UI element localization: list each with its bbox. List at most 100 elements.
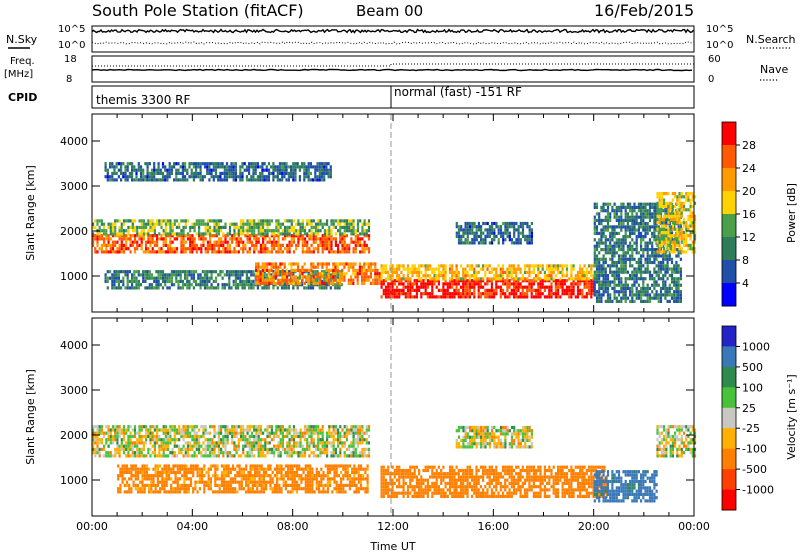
velocity-data-cell xyxy=(255,434,258,439)
power-data-cell xyxy=(393,267,396,271)
power-data-cell xyxy=(543,285,546,289)
power-data-cell xyxy=(663,250,666,254)
power-data-cell xyxy=(171,250,174,254)
power-data-cell xyxy=(241,162,244,166)
power-data-cell xyxy=(495,279,498,283)
power-data-cell xyxy=(199,286,202,290)
power-data-cell xyxy=(151,247,154,251)
power-data-cell xyxy=(576,282,580,286)
velocity-data-cell xyxy=(107,451,110,455)
power-data-cell xyxy=(648,228,652,232)
velocity-data-cell xyxy=(133,425,137,429)
power-data-cell xyxy=(642,212,645,216)
power-data-cell xyxy=(658,204,661,209)
power-data-cell xyxy=(294,168,297,172)
power-data-cell xyxy=(144,175,147,179)
power-data-cell xyxy=(611,238,614,242)
power-data-cell xyxy=(675,290,678,294)
power-data-cell xyxy=(460,238,463,242)
power-data-cell xyxy=(455,285,458,289)
power-data-cell xyxy=(208,165,211,169)
power-data-cell xyxy=(600,267,603,271)
velocity-data-cell xyxy=(156,434,159,439)
velocity-data-cell xyxy=(242,451,245,455)
power-data-cell xyxy=(96,219,99,223)
power-data-cell xyxy=(644,290,647,294)
power-data-cell xyxy=(532,295,535,299)
power-data-cell xyxy=(274,262,278,266)
power-data-cell xyxy=(637,277,640,281)
velocity-data-cell xyxy=(92,431,95,435)
power-data-cell xyxy=(651,290,654,294)
power-data-cell xyxy=(674,250,677,254)
power-data-cell xyxy=(190,283,193,287)
power-data-cell xyxy=(113,283,116,287)
power-data-cell xyxy=(508,221,511,226)
power-data-cell xyxy=(606,277,610,281)
power-data-cell xyxy=(157,168,160,172)
velocity-data-cell xyxy=(213,441,216,445)
velocity-data-cell xyxy=(138,428,141,432)
power-data-cell xyxy=(149,222,152,226)
power-data-cell xyxy=(372,262,375,266)
power-data-cell xyxy=(679,277,682,281)
power-data-cell xyxy=(157,276,160,280)
power-data-cell xyxy=(323,171,326,175)
power-data-cell xyxy=(120,286,123,290)
power-data-cell xyxy=(409,270,412,274)
power-data-cell xyxy=(94,225,97,229)
power-data-cell xyxy=(642,215,645,219)
power-data-cell xyxy=(142,270,145,274)
power-data-cell xyxy=(604,248,607,252)
power-data-cell xyxy=(448,267,452,271)
power-colorbar-segment xyxy=(722,168,736,192)
power-data-cell xyxy=(674,234,677,238)
power-data-cell xyxy=(223,168,226,172)
power-data-cell xyxy=(328,225,331,229)
power-data-cell xyxy=(685,240,688,244)
power-data-cell xyxy=(640,270,643,274)
power-data-cell xyxy=(606,283,610,287)
power-data-cell xyxy=(613,228,616,232)
power-data-cell xyxy=(224,240,227,244)
power-data-cell xyxy=(382,264,385,268)
power-data-cell xyxy=(203,270,207,274)
power-data-cell xyxy=(113,273,116,277)
power-data-cell xyxy=(208,171,211,175)
power-data-cell xyxy=(107,234,110,238)
power-data-cell xyxy=(314,247,318,251)
power-data-cell xyxy=(642,225,645,229)
velocity-data-cell xyxy=(222,451,225,455)
power-data-cell xyxy=(321,262,324,266)
power-data-cell xyxy=(151,234,154,238)
power-data-cell xyxy=(155,178,158,182)
power-data-cell xyxy=(301,265,304,269)
power-data-cell xyxy=(490,282,493,286)
velocity-data-cell xyxy=(122,451,126,455)
power-data-cell xyxy=(209,240,212,244)
power-data-cell xyxy=(257,272,260,276)
velocity-data-cell xyxy=(250,431,254,435)
power-data-cell xyxy=(186,276,189,280)
power-data-cell xyxy=(448,264,452,268)
power-data-cell xyxy=(139,178,143,182)
velocity-data-cell xyxy=(156,428,159,432)
power-data-cell xyxy=(602,293,605,297)
power-data-cell xyxy=(398,267,401,271)
power-data-cell xyxy=(497,241,500,245)
power-data-cell xyxy=(263,265,267,269)
power-data-cell xyxy=(442,274,445,278)
power-data-cell xyxy=(613,270,616,274)
power-data-cell xyxy=(404,295,407,299)
power-data-cell xyxy=(663,230,666,235)
power-data-cell xyxy=(354,275,357,279)
power-data-cell xyxy=(303,178,306,182)
power-data-cell xyxy=(372,278,375,282)
power-data-cell xyxy=(256,286,259,290)
power-data-cell xyxy=(631,244,634,248)
power-data-cell xyxy=(151,237,154,241)
velocity-data-cell xyxy=(162,454,165,458)
power-data-cell xyxy=(124,175,127,179)
power-data-cell xyxy=(290,225,293,229)
power-data-cell xyxy=(664,228,667,232)
